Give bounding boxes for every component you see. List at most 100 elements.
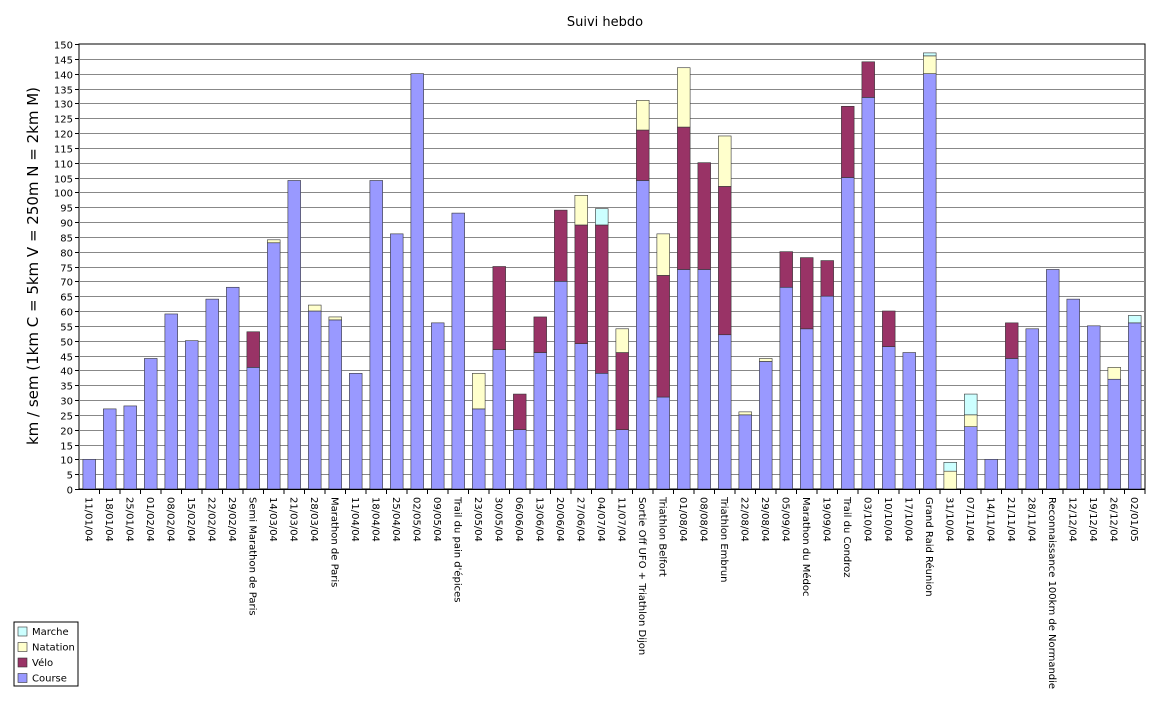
x-tick-label: 04/07/04: [595, 497, 606, 542]
x-tick-label: 05/09/04: [779, 497, 790, 542]
x-tick-label: 09/05/04: [431, 497, 442, 542]
legend-swatch: [17, 673, 28, 683]
x-tick-label: Semi Marathon de Paris: [246, 497, 257, 616]
y-tick-label: 10: [60, 456, 73, 467]
y-tick-label: 150: [54, 41, 73, 52]
bar-velo: [636, 129, 650, 181]
x-tick-label: 08/08/04: [697, 497, 708, 542]
x-tick-label: 28/11/04: [1025, 497, 1036, 542]
y-tick-label: 20: [60, 427, 73, 438]
x-tick-label: 14/03/04: [267, 497, 278, 542]
x-tick-label: 23/05/04: [472, 497, 483, 542]
y-tick-label: 40: [60, 367, 73, 378]
bar-natation: [328, 316, 342, 321]
bar-natation: [718, 135, 732, 187]
x-tick-label: 06/06/04: [513, 497, 524, 542]
x-tick-label: 31/10/04: [943, 497, 954, 542]
bar-course: [349, 372, 363, 490]
x-tick-label: 29/02/04: [226, 497, 237, 542]
bar-course: [861, 97, 875, 490]
x-tick-label: Grand Raid Réunion: [923, 497, 935, 597]
bar-natation: [267, 239, 281, 244]
x-tick-label: 03/10/04: [861, 497, 872, 542]
bar-course: [636, 180, 650, 490]
x-tick-label: Marathon du Médoc: [800, 497, 812, 597]
x-tick-label: 30/05/04: [492, 497, 503, 542]
bar-course: [1025, 328, 1039, 490]
y-axis-label: km / sem (1km C = 5km V = 250m N = 2km M…: [24, 87, 42, 445]
bar-velo: [492, 266, 506, 350]
x-tick-label: 11/04/04: [349, 497, 360, 542]
x-tick-label: 22/08/04: [738, 497, 749, 542]
bar-natation: [738, 411, 752, 416]
bar-course: [1128, 322, 1142, 490]
bar-course: [205, 298, 219, 490]
bar-course: [1066, 298, 1080, 490]
bar-course: [964, 426, 978, 490]
bar-course: [882, 346, 896, 490]
x-tick-label: 18/01/04: [103, 497, 114, 542]
bar-course: [431, 322, 445, 490]
bar-course: [1087, 325, 1101, 490]
x-tick-label: 11/01/04: [82, 497, 93, 542]
legend-swatch: [17, 657, 28, 668]
x-tick-label: Triathlon Belfort: [656, 496, 667, 577]
bar-course: [820, 295, 834, 490]
bar-velo: [861, 61, 875, 98]
x-tick-label: 26/12/04: [1107, 497, 1118, 542]
y-tick-label: 130: [54, 100, 73, 111]
bar-natation: [923, 55, 937, 74]
bar-course: [390, 233, 404, 490]
axes: 0 5 10 15 20 25 30 35 40 45 50 55 60 65 70 75 80 85 90 95 10…: [54, 41, 1146, 689]
y-tick-label: 90: [60, 219, 73, 230]
x-tick-label: 22/02/04: [205, 497, 216, 542]
legend-label: Natation: [32, 643, 75, 654]
x-tick-label: 12/12/04: [1066, 497, 1077, 542]
bar-velo: [800, 257, 814, 330]
bar-course: [164, 313, 178, 490]
x-tick-label: Marathon de Paris: [328, 497, 339, 587]
y-tick-label: 75: [60, 264, 73, 275]
y-tick-label: 120: [54, 130, 73, 141]
y-tick-label: 50: [60, 338, 73, 349]
legend-label: Marche: [32, 627, 69, 638]
x-tick-label: Reconnaissance 100km de Normandie: [1046, 497, 1057, 689]
y-tick-label: 110: [54, 160, 73, 171]
x-tick-label: 02/01/05: [1128, 497, 1139, 542]
bar-course: [697, 269, 711, 490]
bar-velo: [1005, 322, 1019, 359]
y-tick-label: 5: [67, 471, 73, 482]
bar-natation: [759, 358, 773, 362]
y-tick-label: 0: [67, 486, 73, 497]
bar-marche: [964, 393, 978, 416]
y-tick-label: 80: [60, 249, 73, 260]
y-tick-label: 30: [60, 397, 73, 408]
x-tick-label: 28/03/04: [308, 497, 319, 542]
bar-velo: [533, 316, 547, 353]
x-tick-label: 10/10/04: [882, 497, 893, 542]
bar-course: [246, 367, 260, 490]
bar-course: [451, 212, 465, 490]
legend-label: Vélo: [32, 657, 53, 669]
y-tick-label: 65: [60, 293, 73, 304]
bar-natation: [574, 195, 588, 226]
bar-velo: [820, 260, 834, 297]
x-tick-label: 01/08/04: [677, 497, 688, 542]
x-tick-label: 15/02/04: [185, 497, 196, 542]
bar-course: [841, 177, 855, 490]
x-tick-label: 13/06/04: [533, 497, 544, 542]
bar-velo: [595, 224, 609, 374]
bar-natation: [1107, 367, 1121, 380]
legend-swatch: [17, 626, 28, 637]
bar-marche: [923, 52, 937, 57]
bar-course: [615, 429, 629, 490]
bar-course: [718, 334, 732, 490]
x-tick-label: 11/07/04: [615, 497, 626, 542]
bar-course: [185, 340, 199, 490]
y-tick-label: 105: [54, 175, 73, 186]
bar-velo: [677, 126, 691, 270]
bar-natation: [615, 328, 629, 353]
x-tick-label: 18/04/04: [369, 497, 380, 542]
bar-velo: [882, 310, 896, 347]
